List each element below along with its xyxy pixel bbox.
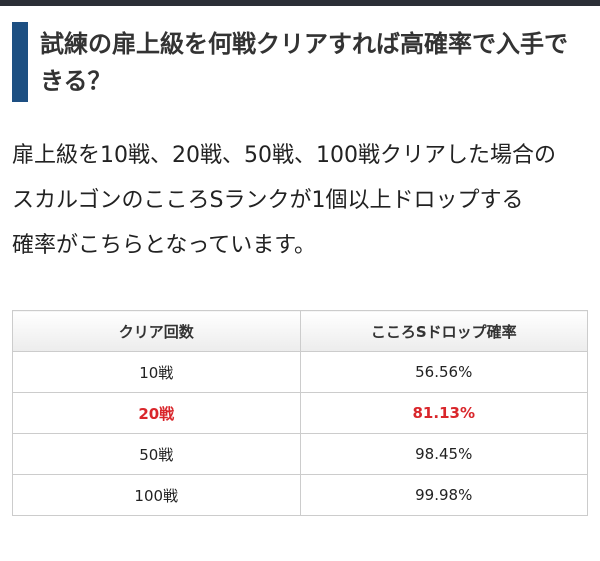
heading: 試練の扉上級を何戦クリアすれば高確率で入手できる？ xyxy=(40,30,568,95)
table-cell: 81.13% xyxy=(299,392,588,434)
table-cell: 98.45% xyxy=(299,433,588,475)
table-cell: 10戦 xyxy=(12,351,301,393)
paragraph-line: 確率がこちらとなっています。 xyxy=(12,233,317,258)
table-cell: 50戦 xyxy=(12,433,301,475)
header-cell: クリア回数 xyxy=(12,310,301,352)
table-row: 20戦 81.13% xyxy=(12,392,588,434)
table-cell: 100戦 xyxy=(12,474,301,516)
paragraph: 扉上級を10戦、20戦、50戦、100戦クリアした場合の スカルゴンのこころSラン… xyxy=(12,133,556,268)
table-row: 10戦 56.56% xyxy=(12,351,588,393)
top-bar xyxy=(0,0,600,6)
table-row: 100戦 99.98% xyxy=(12,474,588,516)
table-cell: 56.56% xyxy=(299,351,588,393)
header-cell: こころSドロップ確率 xyxy=(299,310,588,352)
heading-accent xyxy=(12,22,28,102)
header-row: クリア回数 こころSドロップ確率 xyxy=(12,310,588,352)
paragraph-line: スカルゴンのこころSランクが1個以上ドロップする xyxy=(12,188,524,213)
table-cell: 20戦 xyxy=(12,392,301,434)
table-row: 50戦 98.45% xyxy=(12,433,588,475)
table-cell: 99.98% xyxy=(299,474,588,516)
table: クリア回数 こころSドロップ確率 10戦 56.56% 20戦 81.13% 50戦 98.4… xyxy=(12,310,588,516)
paragraph-line: 扉上級を10戦、20戦、50戦、100戦クリアした場合の xyxy=(12,143,556,168)
